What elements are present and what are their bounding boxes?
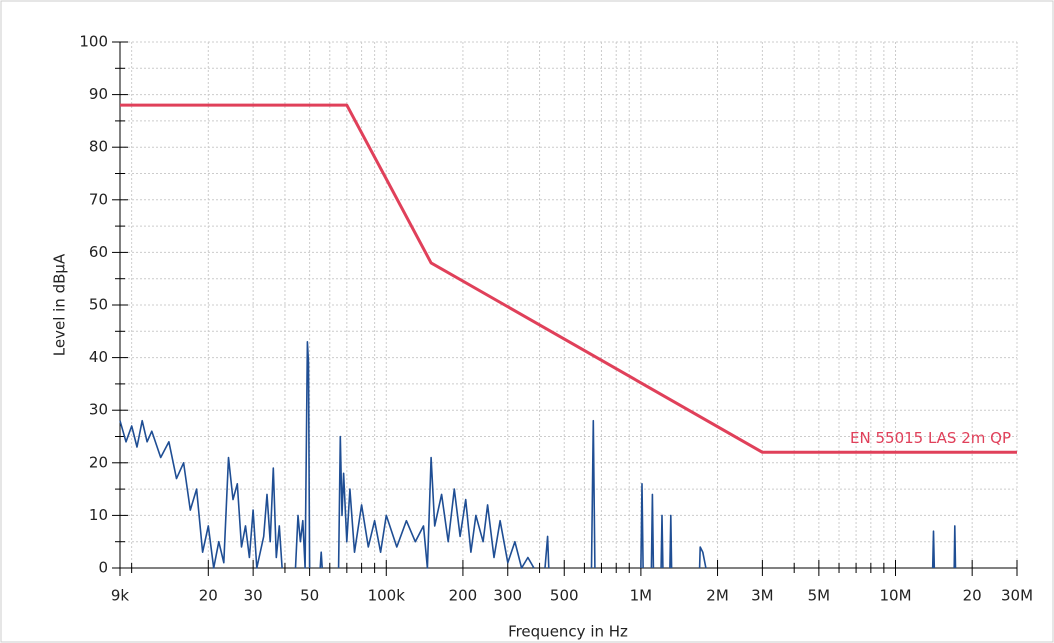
y-tick-label: 10: [89, 506, 108, 524]
x-tick-label: 30M: [1001, 587, 1033, 605]
y-tick-label: 20: [89, 453, 108, 471]
x-tick-label: 5M: [808, 587, 831, 605]
x-tick-label: 9k: [111, 587, 130, 605]
series-line: [119, 341, 957, 569]
y-tick-label: 90: [89, 85, 108, 103]
x-tick-label: 500: [550, 587, 579, 605]
series-label: EN 55015 LAS 2m QP: [850, 429, 1011, 447]
y-axis-label: Level in dBµA: [51, 253, 69, 356]
y-tick-label: 60: [89, 243, 108, 261]
x-tick-label: 3M: [751, 587, 774, 605]
x-tick-label: 300: [493, 587, 522, 605]
x-axis-label: Frequency in Hz: [508, 623, 628, 641]
x-tick-label: 10M: [879, 587, 911, 605]
x-tick-label: 20: [963, 587, 982, 605]
y-tick-label: 30: [89, 401, 108, 419]
x-tick-label: 2M: [706, 587, 729, 605]
y-tick-label: 100: [79, 33, 108, 51]
y-tick-label: 0: [98, 559, 108, 577]
x-tick-label: 1M: [630, 587, 653, 605]
y-tick-label: 50: [89, 296, 108, 314]
y-tick-label: 80: [89, 138, 108, 156]
y-tick-label: 40: [89, 348, 108, 366]
x-tick-label: 100k: [368, 587, 406, 605]
y-tick-label: 70: [89, 190, 108, 208]
x-tick-label: 20: [199, 587, 218, 605]
series-line: [120, 103, 1017, 454]
x-tick-label: 30: [244, 587, 263, 605]
x-tick-label: 50: [300, 587, 319, 605]
x-tick-label: 200: [449, 587, 478, 605]
